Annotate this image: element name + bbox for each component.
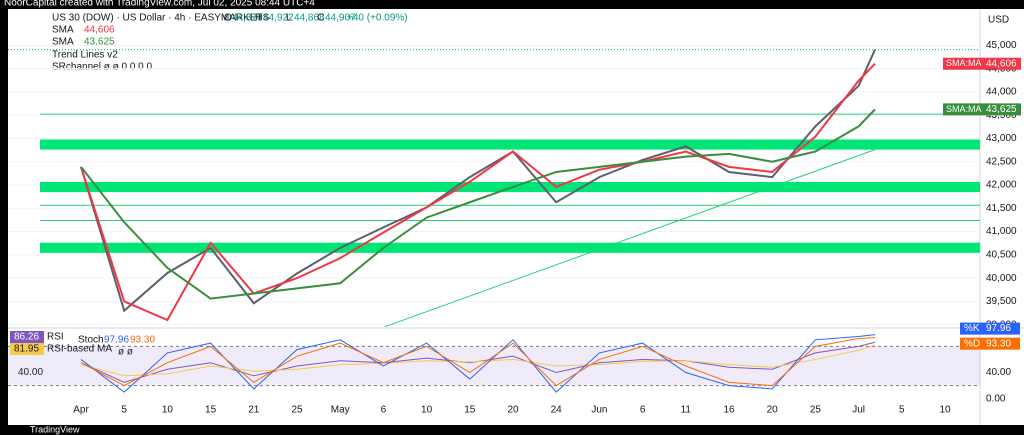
y-tick-label: 40.00 bbox=[18, 367, 43, 378]
ohlc-prefix: O bbox=[224, 13, 232, 24]
y-tick-label: 42,000 bbox=[986, 180, 1017, 191]
sr-zone bbox=[40, 139, 980, 150]
indicator-name: RSI bbox=[47, 332, 64, 343]
y-tick-label: 44,000 bbox=[986, 87, 1017, 98]
x-tick-label: 10 bbox=[939, 405, 951, 416]
x-tick-label: 20 bbox=[767, 405, 779, 416]
badge-name: %K bbox=[964, 323, 980, 334]
attribution: NoorCapital created with TradingView.com… bbox=[4, 0, 315, 9]
ohlc-value: 44,868 bbox=[294, 13, 325, 24]
y-tick-label: 40,500 bbox=[986, 249, 1017, 260]
series-line bbox=[80, 125, 860, 300]
x-tick-label: 5 bbox=[899, 405, 905, 416]
footer: TradingView bbox=[30, 424, 80, 434]
series-line bbox=[80, 338, 859, 387]
x-tick-label: 11 bbox=[681, 405, 692, 416]
series-last bbox=[857, 63, 876, 82]
x-tick-label: 5 bbox=[121, 405, 127, 416]
sma-label: SMA bbox=[52, 37, 74, 48]
y-tick-label: 40.00 bbox=[986, 367, 1011, 378]
x-tick-label: 10 bbox=[421, 405, 433, 416]
x-tick-label: 6 bbox=[640, 405, 646, 416]
x-tick-label: 15 bbox=[205, 405, 217, 416]
x-tick-label: 25 bbox=[810, 405, 822, 416]
badge-name: %D bbox=[964, 338, 980, 349]
sma-label: SMA bbox=[52, 25, 74, 36]
series-line bbox=[80, 345, 859, 383]
x-tick-label: 10 bbox=[162, 405, 174, 416]
badge-value: 44,606 bbox=[986, 58, 1017, 69]
series-line bbox=[80, 85, 860, 313]
badge-value: 97.96 bbox=[986, 323, 1011, 334]
x-tick-label: Apr bbox=[73, 405, 89, 416]
chart-title: US 30 (DOW) · US Dollar · 4h · EASYMARKE… bbox=[52, 13, 270, 24]
badge-value: 93.30 bbox=[986, 338, 1011, 349]
x-tick-label: May bbox=[331, 405, 350, 416]
x-tick-label: Jul bbox=[852, 405, 865, 416]
y-tick-label: 42,500 bbox=[986, 156, 1017, 167]
stoch-k: 97.96 bbox=[104, 335, 129, 346]
axis-badge bbox=[943, 103, 1021, 116]
sma-value: 44,606 bbox=[84, 25, 115, 36]
indicator-name: RSI-based MA bbox=[47, 344, 112, 355]
x-tick-label: 6 bbox=[381, 405, 387, 416]
axis-badge bbox=[960, 322, 1020, 335]
x-tick-label: 21 bbox=[248, 405, 260, 416]
badge-value: 43,625 bbox=[986, 104, 1017, 115]
ohlc-prefix: C bbox=[317, 13, 324, 24]
sma-value: 43,625 bbox=[84, 37, 115, 48]
stoch-label: Stoch bbox=[78, 335, 104, 346]
ohlc-value: 44,907 bbox=[325, 13, 356, 24]
series-last bbox=[857, 108, 876, 128]
series-line bbox=[80, 336, 859, 393]
axis-badge bbox=[960, 337, 1020, 350]
ohlc-value: 44,922 bbox=[263, 13, 294, 24]
ohlc-prefix: H bbox=[255, 13, 262, 24]
y-tick-label: 40,000 bbox=[986, 273, 1017, 284]
badge-name: SMA:MA bbox=[946, 58, 982, 68]
y-tick-label: 0.00 bbox=[986, 393, 1006, 404]
x-tick-label: Jun bbox=[591, 405, 607, 416]
axis-badge bbox=[943, 57, 1021, 70]
x-tick-label: 16 bbox=[723, 405, 735, 416]
left-badge bbox=[10, 331, 44, 343]
left-badge bbox=[10, 343, 44, 355]
y-tick-label: 41,500 bbox=[986, 203, 1017, 214]
x-tick-label: 24 bbox=[551, 405, 563, 416]
trend-line bbox=[384, 149, 876, 328]
badge-value: 86.26 bbox=[14, 332, 39, 343]
series-last bbox=[858, 344, 876, 351]
change: +40 (+0.09%) bbox=[347, 13, 408, 24]
stoch-params: ø ø bbox=[118, 347, 133, 358]
series-line bbox=[80, 80, 860, 322]
ohlc-prefix: L bbox=[286, 13, 292, 24]
y-tick-label: 39,500 bbox=[986, 296, 1017, 307]
stoch-d: 93.30 bbox=[130, 335, 155, 346]
currency: USD bbox=[988, 15, 1009, 26]
series-last bbox=[858, 334, 876, 338]
badge-value: 81.95 bbox=[14, 344, 39, 355]
ohlc-value: 44,870 bbox=[232, 13, 263, 24]
chart-area bbox=[8, 9, 1024, 425]
series-last bbox=[858, 341, 876, 347]
series-last bbox=[857, 49, 876, 87]
series-last bbox=[858, 337, 876, 340]
x-tick-label: 20 bbox=[507, 405, 519, 416]
x-tick-label: 25 bbox=[291, 405, 303, 416]
sr-zone bbox=[40, 242, 980, 253]
series-line bbox=[80, 349, 859, 377]
x-tick-label: 15 bbox=[464, 405, 476, 416]
y-tick-label: 43,000 bbox=[986, 133, 1017, 144]
y-tick-label: 45,000 bbox=[986, 40, 1017, 51]
badge-name: SMA:MA bbox=[946, 104, 982, 114]
stoch-band bbox=[8, 346, 980, 386]
indicator-label: Trend Lines v2 bbox=[52, 50, 118, 61]
y-tick-label: 41,000 bbox=[986, 226, 1017, 237]
indicator-label: SRchannel ø ø 0 0 0 0 bbox=[52, 62, 152, 73]
